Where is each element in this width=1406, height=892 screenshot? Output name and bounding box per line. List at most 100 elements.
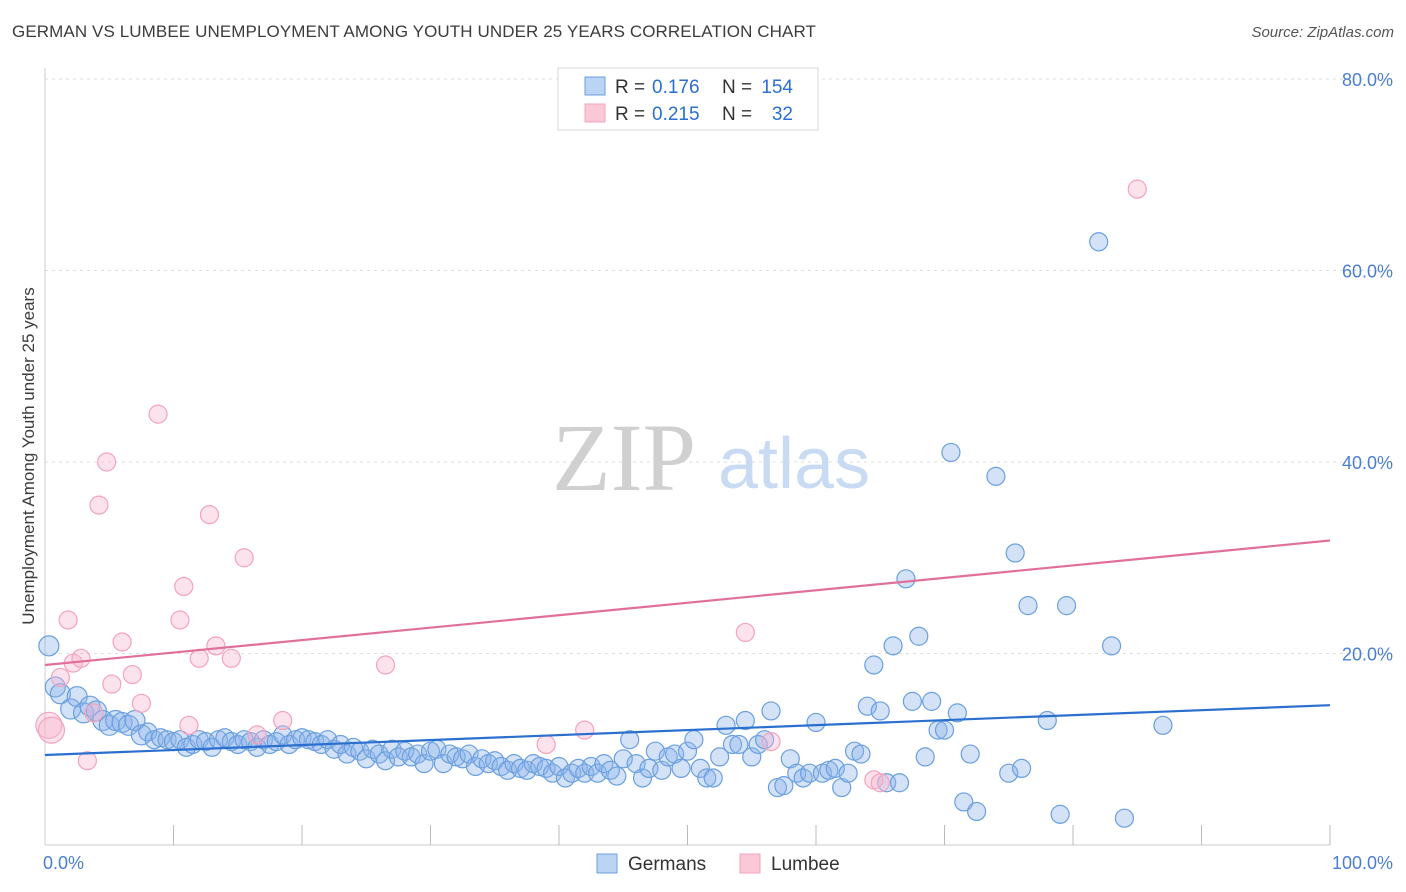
german-point xyxy=(857,696,878,716)
german-point xyxy=(703,768,723,788)
watermark: ZIP atlas xyxy=(552,404,870,511)
german-point xyxy=(967,801,987,822)
x-tick-label-min: 0.0% xyxy=(43,853,84,873)
lumbee-point xyxy=(735,622,755,643)
lumbee-point xyxy=(870,773,890,793)
lumbee-point xyxy=(131,693,151,713)
german-points xyxy=(38,232,1173,828)
lumbee-point xyxy=(189,648,209,668)
legend-n-value-german: 154 xyxy=(761,77,793,98)
legend-n-value-lumbee: 32 xyxy=(772,104,793,125)
german-point xyxy=(626,754,646,774)
series-legend-swatch-germans xyxy=(596,853,618,874)
lumbee-point xyxy=(84,703,104,723)
lumbee-point xyxy=(174,576,194,597)
german-point xyxy=(883,636,903,656)
german-point xyxy=(902,691,922,711)
german-point xyxy=(722,734,743,755)
lumbee-point xyxy=(97,452,117,472)
y-tick-label: 40.0% xyxy=(1342,453,1393,473)
german-point xyxy=(915,747,935,767)
lumbee-point xyxy=(761,731,781,752)
x-tick-label-max: 100.0% xyxy=(1332,853,1393,873)
german-point xyxy=(1005,543,1025,563)
german-trend-line xyxy=(44,704,1331,757)
lumbee-points xyxy=(35,179,1147,793)
lumbee-point xyxy=(179,715,199,735)
y-tick-label: 20.0% xyxy=(1342,645,1393,665)
lumbee-point xyxy=(112,632,132,652)
german-point xyxy=(459,744,479,764)
lumbee-point xyxy=(575,720,595,740)
german-point xyxy=(735,710,755,731)
german-point xyxy=(870,701,890,721)
lumbee-point xyxy=(273,710,293,731)
german-point xyxy=(896,569,916,589)
lumbee-point xyxy=(148,404,168,424)
legend-r-value-lumbee: 0.215 xyxy=(652,104,700,125)
series-legend-label-lumbee: Lumbee xyxy=(771,854,840,875)
german-point xyxy=(774,776,794,796)
lumbee-point xyxy=(102,674,122,694)
german-point xyxy=(613,749,633,769)
german-point xyxy=(851,744,871,764)
series-legend: Germans Lumbee xyxy=(596,853,840,875)
series-legend-label-germans: Germans xyxy=(628,854,706,875)
lumbee-point xyxy=(221,648,241,668)
german-point xyxy=(889,773,910,793)
german-point xyxy=(632,768,653,788)
lumbee-point xyxy=(89,495,109,515)
grid-lines xyxy=(45,78,1393,654)
german-point xyxy=(414,754,434,774)
legend-swatch-german xyxy=(584,76,606,96)
legend-n-label-german: N = xyxy=(722,77,752,98)
german-point xyxy=(742,747,762,767)
german-point xyxy=(825,758,845,779)
watermark-zip: ZIP xyxy=(552,404,696,511)
german-point xyxy=(947,703,967,723)
german-point xyxy=(934,720,955,740)
y-tick-labels: 20.0% 40.0% 60.0% 80.0% xyxy=(1342,70,1393,665)
lumbee-point xyxy=(58,610,78,630)
german-point xyxy=(922,691,942,711)
german-point xyxy=(960,744,980,764)
german-point xyxy=(909,626,929,646)
lumbee-point xyxy=(199,505,220,525)
german-point xyxy=(954,792,974,812)
y-tick-label: 80.0% xyxy=(1342,70,1393,90)
german-point xyxy=(620,730,640,750)
german-point xyxy=(710,747,730,767)
lumbee-point xyxy=(77,751,98,771)
lumbee-point xyxy=(122,664,142,685)
german-point xyxy=(1056,596,1077,616)
lumbee-point xyxy=(35,711,63,739)
german-point xyxy=(38,635,60,657)
y-axis-label: Unemployment Among Youth under 25 years xyxy=(19,287,38,624)
german-point xyxy=(780,749,800,769)
german-point xyxy=(1037,710,1057,731)
legend-r-label-german: R = xyxy=(615,77,645,98)
german-point xyxy=(1089,232,1109,252)
german-point xyxy=(864,655,884,675)
german-point xyxy=(1050,804,1070,824)
lumbee-point xyxy=(206,636,226,656)
german-point xyxy=(986,466,1006,486)
source-label: Source: ZipAtlas.com xyxy=(1251,24,1394,41)
y-tick-label: 60.0% xyxy=(1342,262,1393,282)
german-point xyxy=(1018,596,1038,616)
german-point xyxy=(607,766,627,786)
lumbee-point xyxy=(536,734,556,755)
watermark-atlas: atlas xyxy=(718,424,870,504)
german-point xyxy=(761,701,781,721)
german-point xyxy=(356,749,376,769)
stats-legend: R = 0.176 N = 154 R = 0.215 N = 32 xyxy=(557,67,819,131)
german-point xyxy=(273,725,293,745)
german-point xyxy=(729,734,749,755)
german-point xyxy=(49,683,72,705)
german-point xyxy=(697,768,717,788)
german-point xyxy=(1011,758,1032,779)
lumbee-point xyxy=(375,655,396,675)
lumbee-point xyxy=(71,648,91,668)
trend-lines xyxy=(44,539,1331,757)
legend-r-value-german: 0.176 xyxy=(652,77,700,98)
